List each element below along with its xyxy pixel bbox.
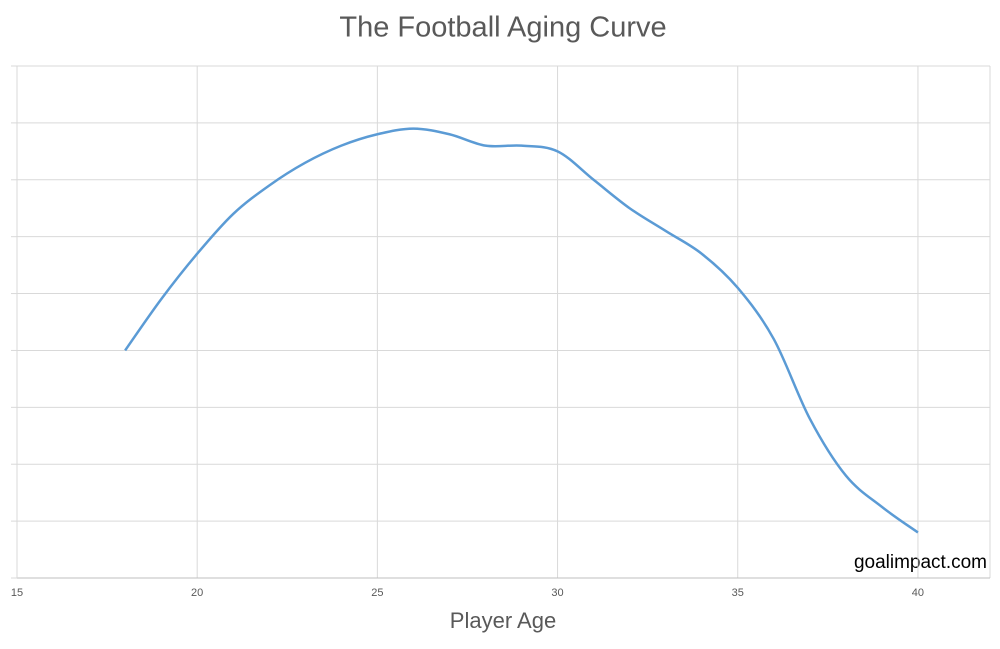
x-tick-label: 35 [732, 587, 744, 599]
x-tick-label: 30 [551, 587, 563, 599]
x-tick-label: 15 [11, 587, 23, 599]
annotation: goalimpact.com [854, 552, 987, 573]
x-axis-label: Player Age [450, 608, 556, 633]
x-tick-label: 40 [912, 587, 924, 599]
x-tick-label: 20 [191, 587, 203, 599]
data-line [124, 127, 919, 534]
chart-title: The Football Aging Curve [339, 12, 666, 44]
x-tick-label: 25 [371, 587, 383, 599]
